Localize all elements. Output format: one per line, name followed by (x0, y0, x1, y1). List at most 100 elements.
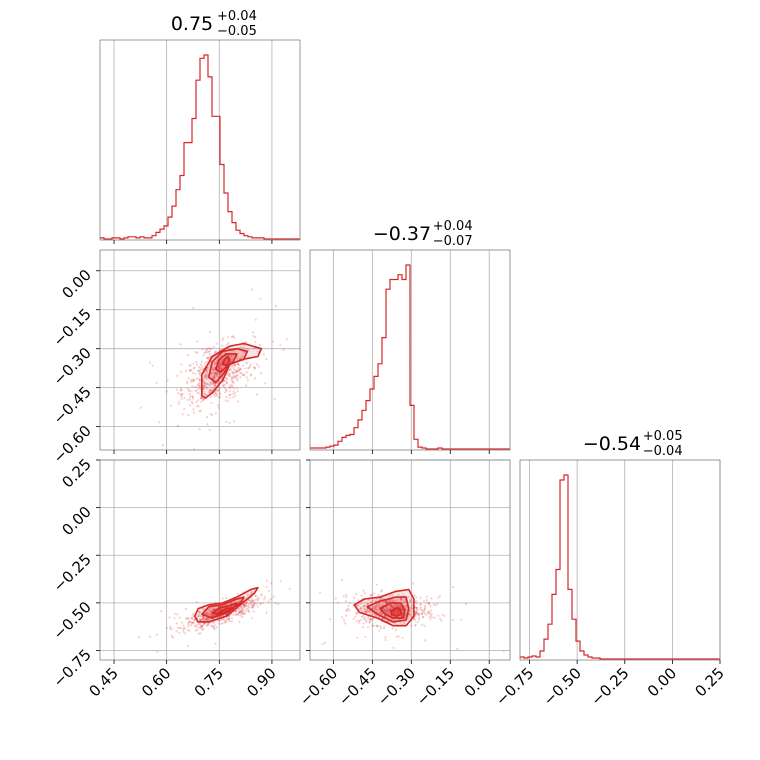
sample-point (377, 605, 380, 608)
sample-point (213, 383, 216, 386)
sample-point (236, 400, 240, 403)
sample-point (193, 618, 196, 621)
sample-point (217, 366, 220, 369)
sample-point (243, 612, 247, 615)
sample-point (231, 380, 234, 383)
sample-point (193, 625, 196, 628)
sample-point (403, 601, 406, 604)
sample-point (253, 602, 256, 605)
sample-point (399, 598, 402, 601)
sample-point (195, 623, 198, 627)
sample-point (218, 392, 221, 395)
sample-point (224, 621, 227, 624)
x-tick-label: −0.25 (587, 664, 632, 709)
sample-point (206, 609, 209, 612)
sample-point (236, 363, 239, 366)
sample-point (212, 614, 215, 617)
sample-point (363, 604, 366, 607)
sample-point (205, 612, 209, 615)
sample-point (216, 610, 219, 613)
sample-point (184, 369, 188, 372)
sample-point (234, 610, 238, 613)
sample-point (202, 385, 205, 388)
sample-point (385, 601, 388, 604)
sample-point (245, 601, 248, 604)
sample-point (410, 624, 413, 627)
sample-point (365, 610, 368, 613)
sample-point (249, 374, 253, 377)
grid (529, 460, 721, 660)
sample-point (375, 605, 378, 608)
sample-point (232, 376, 235, 379)
sample-point (191, 622, 194, 625)
sample-point (235, 613, 238, 616)
sample-point (217, 396, 221, 399)
sample-point (272, 595, 275, 598)
sample-point (178, 631, 181, 635)
sample-point (234, 600, 237, 603)
contours (193, 586, 259, 623)
sample-point (419, 606, 422, 609)
sample-point (203, 622, 206, 626)
y-tick-label: −0.60 (50, 422, 95, 467)
sample-point (186, 617, 189, 621)
sample-point (244, 604, 247, 607)
sample-point (235, 369, 238, 372)
sample-point (209, 396, 212, 399)
sample-point (199, 619, 202, 622)
sample-point (405, 608, 408, 611)
sample-point (386, 608, 389, 611)
sample-point (265, 579, 268, 582)
sample-point (229, 368, 232, 371)
sample-point (368, 611, 371, 615)
sample-point (384, 600, 387, 604)
sample-point (213, 608, 216, 611)
sample-point (371, 606, 374, 609)
sample-point (386, 610, 389, 613)
sample-point (208, 350, 211, 353)
sample-point (235, 374, 238, 377)
sample-point (328, 578, 330, 580)
sample-point (209, 383, 212, 386)
sample-point (177, 402, 180, 406)
sample-point (206, 372, 209, 375)
sample-point (340, 579, 344, 582)
sample-point (215, 392, 218, 395)
sample-point (250, 604, 254, 607)
sample-point (388, 608, 392, 611)
sample-point (246, 593, 249, 596)
sample-point (245, 607, 248, 610)
sample-point (190, 390, 193, 393)
x-tick-label: 0.45 (86, 664, 122, 700)
sample-point (202, 616, 205, 619)
sample-point (190, 623, 193, 627)
sample-point (392, 606, 395, 609)
sample-point (345, 608, 348, 612)
sample-point (235, 375, 238, 378)
sample-point (374, 606, 377, 609)
sample-point (234, 613, 237, 616)
sample-point (393, 612, 396, 615)
sample-point (382, 600, 385, 604)
sample-point (209, 614, 212, 617)
sample-point (222, 618, 225, 621)
sample-point (400, 598, 403, 602)
sample-point (257, 597, 260, 600)
sample-point (204, 349, 207, 352)
sample-point (218, 372, 221, 375)
sample-point (381, 617, 384, 620)
title-median: 0.75 (171, 13, 213, 35)
sample-point (188, 364, 191, 367)
sample-point (243, 605, 246, 608)
sample-point (252, 335, 255, 338)
sample-point (378, 602, 381, 605)
sample-point (392, 646, 395, 650)
sample-point (197, 632, 200, 635)
sample-point (189, 369, 192, 372)
x-tick-label: 0.00 (644, 664, 680, 700)
sample-point (230, 358, 233, 361)
sample-point (250, 590, 253, 594)
sample-point (392, 599, 395, 602)
sample-point (239, 376, 242, 379)
sample-point (177, 392, 180, 395)
